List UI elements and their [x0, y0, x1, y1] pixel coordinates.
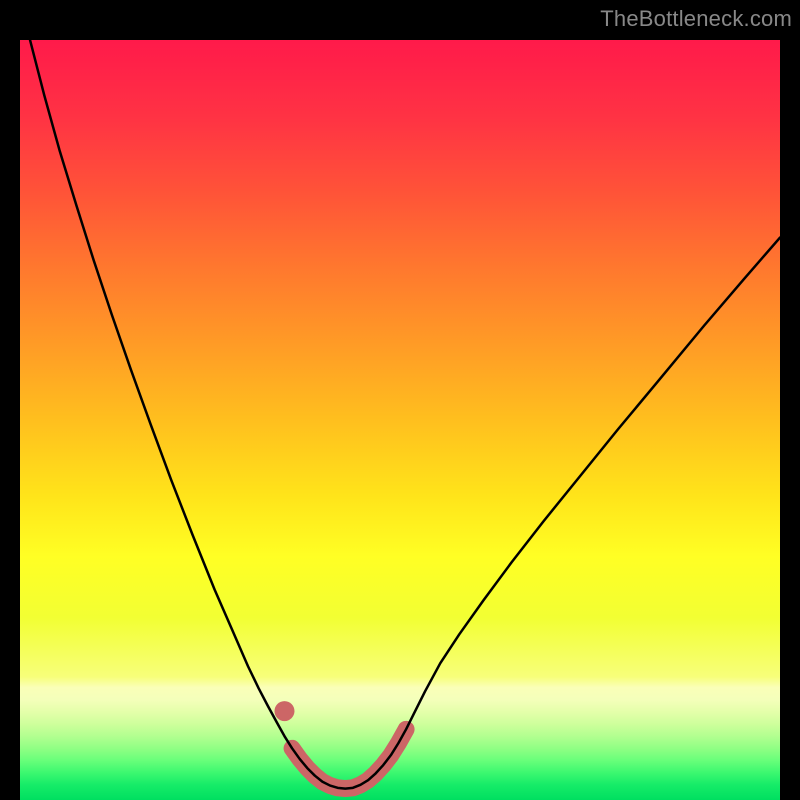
chart-frame: TheBottleneck.com — [0, 0, 800, 800]
highlight-dot — [274, 701, 294, 721]
bottleneck-chart-svg — [20, 40, 780, 800]
plot-area — [20, 40, 780, 800]
watermark-text: TheBottleneck.com — [600, 6, 792, 32]
gradient-background — [20, 40, 780, 800]
